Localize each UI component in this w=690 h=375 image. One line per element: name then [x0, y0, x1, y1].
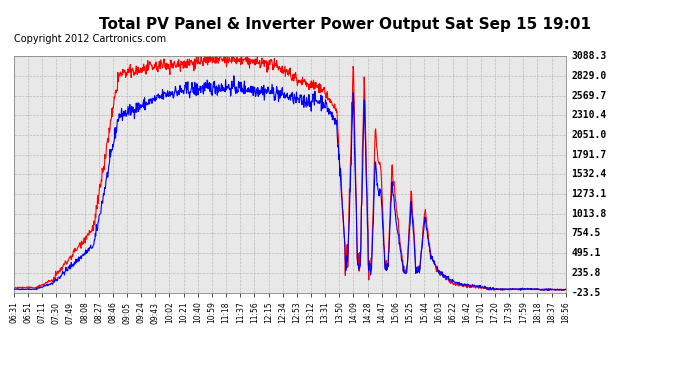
Text: 2569.7: 2569.7 — [571, 91, 607, 101]
Text: -23.5: -23.5 — [571, 288, 601, 297]
Text: Total PV Panel & Inverter Power Output Sat Sep 15 19:01: Total PV Panel & Inverter Power Output S… — [99, 17, 591, 32]
Text: 1013.8: 1013.8 — [571, 209, 607, 219]
Text: 1273.1: 1273.1 — [571, 189, 607, 199]
Text: Copyright 2012 Cartronics.com: Copyright 2012 Cartronics.com — [14, 34, 166, 44]
Text: 235.8: 235.8 — [571, 268, 601, 278]
Text: 1532.4: 1532.4 — [571, 170, 607, 179]
Text: 2829.0: 2829.0 — [571, 71, 607, 81]
Text: PV Panels  (DC Watts): PV Panels (DC Watts) — [511, 33, 623, 42]
Text: 2310.4: 2310.4 — [571, 110, 607, 120]
Text: 3088.3: 3088.3 — [571, 51, 607, 61]
Text: 2051.0: 2051.0 — [571, 130, 607, 140]
Text: Grid (AC Watts): Grid (AC Watts) — [415, 33, 495, 42]
Text: 495.1: 495.1 — [571, 248, 601, 258]
Text: 754.5: 754.5 — [571, 228, 601, 238]
Text: 1791.7: 1791.7 — [571, 150, 607, 160]
